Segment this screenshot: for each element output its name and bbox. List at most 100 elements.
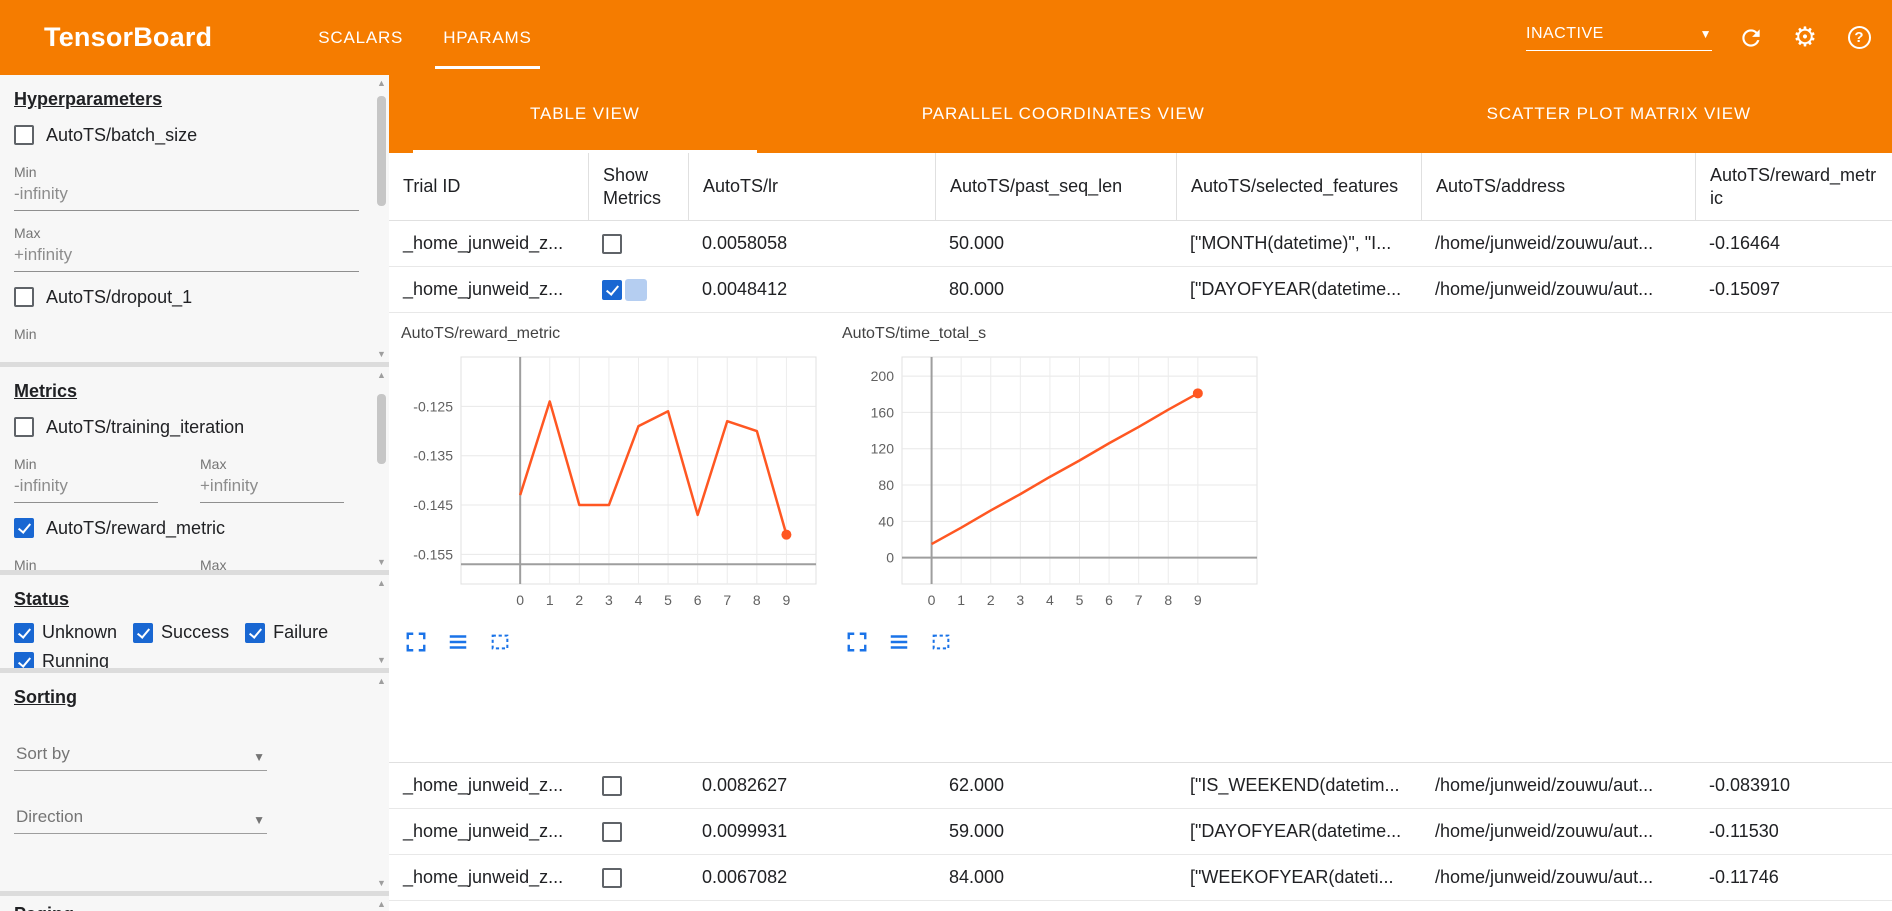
top-bar: TensorBoard SCALARS HPARAMS INACTIVE ▼ ⚙… xyxy=(0,0,1892,75)
min-label: Min xyxy=(14,557,37,570)
table-rows-top: _home_junweid_z... 0.0058058 50.000 ["MO… xyxy=(389,221,1892,313)
batch-size-min-input[interactable] xyxy=(14,180,359,211)
minmax-inputs xyxy=(14,472,373,503)
scrollbar: ▲ ▼ xyxy=(375,578,388,665)
max-label: Max xyxy=(200,456,227,472)
paging-heading: Paging xyxy=(14,904,373,911)
batch-size-checkbox[interactable] xyxy=(14,125,34,145)
svg-text:4: 4 xyxy=(635,592,643,608)
column-header-selected-features[interactable]: AutoTS/selected_features xyxy=(1176,153,1421,220)
tab-scatter-plot-matrix-view[interactable]: SCATTER PLOT MATRIX VIEW xyxy=(1486,104,1751,123)
training-iteration-max-input[interactable] xyxy=(200,472,344,503)
chart-time-total-s: AutoTS/time_total_s 0 40 80 120 160 200 0 1 2 3 4 5… xyxy=(840,325,1263,762)
svg-text:1: 1 xyxy=(957,592,965,608)
status-failure: Failure xyxy=(245,622,328,643)
help-button[interactable]: ? xyxy=(1844,23,1874,53)
svg-text:5: 5 xyxy=(1076,592,1084,608)
training-iteration-min-input[interactable] xyxy=(14,472,158,503)
section-status: Status Unknown Success Failure xyxy=(0,575,389,668)
table-row[interactable]: _home_junweid_z... 0.0099931 59.000 ["DA… xyxy=(389,809,1892,855)
svg-text:-0.125: -0.125 xyxy=(413,398,453,414)
settings-button[interactable]: ⚙ xyxy=(1790,23,1820,53)
scroll-up-icon[interactable]: ▲ xyxy=(377,578,386,588)
selection-box-icon xyxy=(932,634,950,650)
chart-toolbar xyxy=(844,629,1263,655)
fullscreen-button[interactable] xyxy=(844,629,870,655)
selection-zoom-button[interactable] xyxy=(928,629,954,655)
success-checkbox[interactable] xyxy=(133,622,154,643)
running-checkbox[interactable] xyxy=(14,651,34,668)
svg-text:8: 8 xyxy=(1164,592,1172,608)
minmax-labels: Min Max xyxy=(14,543,373,570)
trial-id-cell: _home_junweid_z... xyxy=(403,279,564,299)
column-header-lr[interactable]: AutoTS/lr xyxy=(688,153,935,220)
table-row[interactable]: _home_junweid_z... 0.0048412 80.000 ["DA… xyxy=(389,267,1892,313)
tab-parallel-coordinates-view[interactable]: PARALLEL COORDINATES VIEW xyxy=(921,104,1205,123)
show-metrics-checkbox[interactable] xyxy=(602,775,622,796)
scroll-up-icon[interactable]: ▲ xyxy=(377,370,386,380)
dropout-1-checkbox[interactable] xyxy=(14,287,34,307)
sort-by-dropdown[interactable]: Sort by ▼ xyxy=(14,738,267,771)
selection-zoom-button[interactable] xyxy=(487,629,513,655)
svg-text:2: 2 xyxy=(575,592,583,608)
batch-size-max-input[interactable] xyxy=(14,241,359,272)
column-header-trial-id[interactable]: Trial ID xyxy=(403,176,461,197)
list-lines-icon xyxy=(890,635,908,649)
scrollbar-thumb[interactable] xyxy=(377,394,386,464)
refresh-button[interactable] xyxy=(1736,23,1766,53)
scrollbar: ▲ ▼ xyxy=(375,78,388,359)
chart-plot-area[interactable]: -0.125 -0.135 -0.145 -0.155 0 1 2 3 4 5 6 7 8 9 xyxy=(399,349,822,614)
svg-text:3: 3 xyxy=(1016,592,1024,608)
selection-box-icon xyxy=(491,634,509,650)
fullscreen-button[interactable] xyxy=(403,629,429,655)
scroll-down-icon[interactable]: ▼ xyxy=(377,557,386,567)
show-metrics-checkbox[interactable] xyxy=(602,821,622,842)
scroll-up-icon[interactable]: ▲ xyxy=(377,78,386,88)
address-cell: /home/junweid/zouwu/aut... xyxy=(1435,233,1654,253)
table-rows-bottom: _home_junweid_z... 0.0082627 62.000 ["IS… xyxy=(389,763,1892,901)
hparams-main: TABLE VIEW PARALLEL COORDINATES VIEW SCA… xyxy=(389,75,1892,911)
scrollbar: ▲ xyxy=(375,899,388,909)
show-metrics-checkbox[interactable] xyxy=(602,233,622,254)
tab-hparams[interactable]: HPARAMS xyxy=(423,0,551,75)
svg-text:1: 1 xyxy=(546,592,554,608)
chevron-down-icon: ▼ xyxy=(1699,26,1712,41)
header-actions: INACTIVE ▼ ⚙ ? xyxy=(1526,23,1874,53)
column-header-past-seq-len[interactable]: AutoTS/past_seq_len xyxy=(935,153,1176,220)
svg-text:-0.145: -0.145 xyxy=(413,497,453,513)
direction-dropdown[interactable]: Direction ▼ xyxy=(14,801,267,834)
table-row[interactable]: _home_junweid_z... 0.0058058 50.000 ["MO… xyxy=(389,221,1892,267)
unknown-checkbox[interactable] xyxy=(14,622,34,643)
show-metrics-checkbox[interactable] xyxy=(602,279,622,300)
max-label: Max xyxy=(200,557,227,570)
scrollbar-thumb[interactable] xyxy=(377,96,386,206)
svg-text:80: 80 xyxy=(878,477,894,493)
status-dropdown[interactable]: INACTIVE ▼ xyxy=(1526,25,1712,51)
tab-table-view[interactable]: TABLE VIEW xyxy=(389,75,781,153)
show-metrics-checkbox[interactable] xyxy=(602,867,622,888)
scroll-up-icon[interactable]: ▲ xyxy=(377,676,386,686)
reward-metric-cell: -0.11746 xyxy=(1709,867,1779,887)
scroll-down-icon[interactable]: ▼ xyxy=(377,655,386,665)
table-row[interactable]: _home_junweid_z... 0.0067082 84.000 ["WE… xyxy=(389,855,1892,901)
view-data-button[interactable] xyxy=(886,629,912,655)
training-iteration-checkbox[interactable] xyxy=(14,417,34,437)
failure-checkbox[interactable] xyxy=(245,622,266,643)
tab-scalars[interactable]: SCALARS xyxy=(318,27,404,47)
column-header-address[interactable]: AutoTS/address xyxy=(1421,153,1695,220)
scroll-up-icon[interactable]: ▲ xyxy=(377,899,386,909)
scrollbar: ▲ ▼ xyxy=(375,370,388,567)
view-data-button[interactable] xyxy=(445,629,471,655)
sorting-heading: Sorting xyxy=(14,687,77,707)
reward-metric-cell: -0.11530 xyxy=(1709,821,1779,841)
chart-plot-area[interactable]: 0 40 80 120 160 200 0 1 2 3 4 5 6 7 8 9 xyxy=(840,349,1263,614)
column-header-show-metrics[interactable]: Show Metrics xyxy=(588,153,688,220)
scroll-down-icon[interactable]: ▼ xyxy=(377,349,386,359)
scroll-down-icon[interactable]: ▼ xyxy=(377,878,386,888)
selected-features-cell: ["WEEKOFYEAR(dateti... xyxy=(1190,867,1394,887)
reward-metric-checkbox[interactable] xyxy=(14,518,34,538)
table-row[interactable]: _home_junweid_z... 0.0082627 62.000 ["IS… xyxy=(389,763,1892,809)
app-title: TensorBoard xyxy=(44,22,213,52)
column-header-reward-metric[interactable]: AutoTS/reward_metric xyxy=(1695,153,1892,220)
